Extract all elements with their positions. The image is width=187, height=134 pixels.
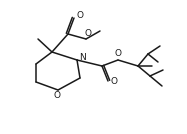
Text: O: O bbox=[85, 29, 91, 38]
Text: O: O bbox=[76, 12, 84, 21]
Text: O: O bbox=[53, 92, 61, 100]
Text: O: O bbox=[114, 49, 122, 57]
Text: O: O bbox=[111, 77, 117, 87]
Text: N: N bbox=[80, 53, 86, 62]
